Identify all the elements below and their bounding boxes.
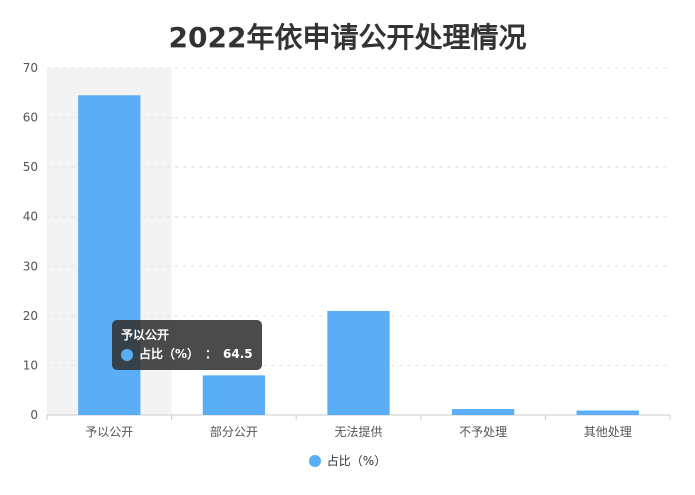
tooltip-separator: ： [205, 347, 218, 361]
y-tick-label: 40 [23, 210, 38, 224]
legend-marker [308, 454, 321, 467]
x-tick-label: 不予处理 [459, 425, 507, 439]
y-tick-label: 10 [23, 358, 38, 372]
chart-title: 2022年依申请公开处理情况 [168, 21, 527, 54]
y-tick-label: 50 [23, 160, 38, 174]
tooltip-marker [121, 348, 133, 361]
x-tick-label: 予以公开 [85, 425, 133, 439]
bar[interactable] [576, 410, 639, 415]
bar[interactable] [202, 375, 266, 415]
tooltip: 予以公开 占比（%） ： 64.5 [112, 320, 262, 370]
y-tick-label: 60 [23, 111, 38, 125]
tooltip-row: 占比（%） ： 64.5 [121, 345, 253, 364]
y-tick-label: 30 [23, 259, 38, 273]
legend-label: 占比（%） [326, 454, 387, 468]
tooltip-series-name: 占比（%） [139, 347, 200, 361]
tooltip-value: 64.5 [223, 347, 253, 361]
bar[interactable] [451, 409, 515, 415]
x-tick-label: 部分公开 [210, 424, 258, 439]
bar[interactable] [327, 310, 390, 415]
y-tick-label: 70 [23, 61, 38, 75]
x-tick-label: 无法提供 [334, 424, 382, 439]
y-tick-label: 20 [23, 309, 38, 323]
tooltip-category: 予以公开 [121, 328, 170, 342]
x-tick-label: 其他处理 [584, 425, 632, 439]
legend[interactable]: 占比（%） [0, 452, 695, 469]
y-tick-label: 0 [30, 408, 38, 422]
